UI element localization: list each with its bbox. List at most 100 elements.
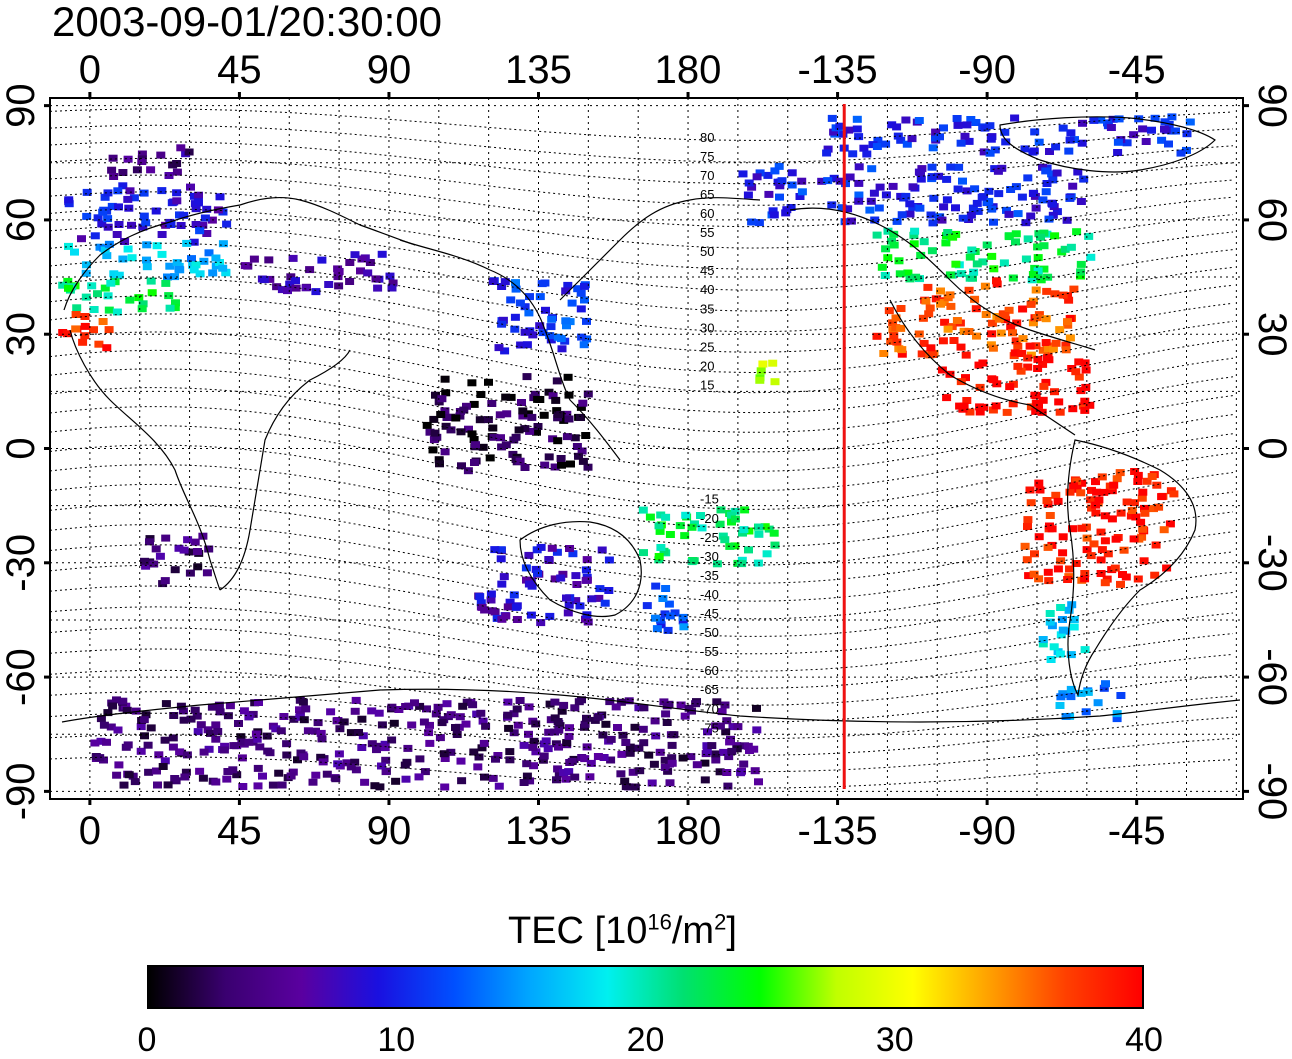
lat-tick-left <box>44 561 50 565</box>
tec-cell <box>987 319 997 327</box>
tec-cell <box>510 325 520 333</box>
tec-cell <box>283 287 292 295</box>
magnetic-contour <box>50 368 1234 453</box>
tec-cell <box>661 710 671 718</box>
tec-cell <box>561 775 571 783</box>
tec-cell <box>316 753 326 761</box>
tec-cell <box>446 426 456 434</box>
tec-cell <box>901 116 911 124</box>
tec-cell <box>1026 499 1036 507</box>
tec-cell <box>1051 491 1061 499</box>
tec-cell <box>199 257 209 265</box>
tec-cell <box>665 612 675 620</box>
tec-cell <box>311 288 321 296</box>
tec-cell <box>109 270 119 278</box>
tec-cell <box>965 253 975 261</box>
tec-cell <box>403 744 413 752</box>
colorbar-tick-label: 20 <box>626 1021 665 1059</box>
tec-cell <box>988 344 998 352</box>
tec-cell <box>545 700 555 708</box>
tec-cell <box>165 262 175 270</box>
tec-cell <box>1034 533 1044 541</box>
tec-cell <box>184 548 194 556</box>
tec-cell <box>463 467 473 475</box>
tec-cell <box>512 616 522 623</box>
tec-cell <box>642 602 652 610</box>
tec-cell <box>1011 238 1020 246</box>
tec-cell <box>1151 541 1161 549</box>
tec-cell <box>984 187 994 195</box>
tec-cell <box>743 742 753 750</box>
tec-cell <box>937 366 947 374</box>
tec-cell <box>1029 190 1039 197</box>
tec-cell <box>346 729 356 737</box>
tec-cell <box>497 443 507 451</box>
tec-cell <box>1053 497 1063 505</box>
tec-cell <box>555 722 565 730</box>
tec-cell <box>211 735 221 743</box>
tec-cell <box>611 703 621 711</box>
tec-cell <box>296 749 306 757</box>
tec-cell <box>941 239 951 247</box>
tec-cell <box>943 229 953 236</box>
tec-cell <box>1032 399 1042 407</box>
tec-cell <box>1031 407 1041 415</box>
tec-cell <box>102 252 112 260</box>
tec-cell <box>96 715 106 723</box>
tec-cell <box>1047 622 1057 630</box>
tec-cell <box>888 182 898 190</box>
tec-cell <box>896 305 906 312</box>
tec-cell <box>1076 689 1086 697</box>
tec-cell <box>357 744 367 751</box>
tec-cell <box>322 770 332 778</box>
tec-cell <box>1021 255 1031 263</box>
tec-cell <box>1076 198 1086 205</box>
tec-cell <box>557 345 567 353</box>
tec-cell <box>1021 219 1031 227</box>
tec-cell <box>1055 408 1065 416</box>
tec-cell <box>1031 204 1041 212</box>
contour-labels: 80 75 70 65 60 55 50 45 40 35 30 25 20 15 -15 -20 -25 -30… <box>700 130 719 735</box>
tec-cell <box>131 707 141 715</box>
tec-cell <box>202 205 212 213</box>
tec-cell <box>679 623 689 631</box>
tec-cell <box>350 758 360 766</box>
tec-cell <box>582 556 592 564</box>
tec-cell <box>797 177 807 185</box>
tec-cell <box>559 416 569 424</box>
tec-cell <box>1074 373 1084 381</box>
tec-cell <box>1068 525 1077 533</box>
tec-cell <box>441 389 451 397</box>
tec-cell <box>1085 401 1095 409</box>
lat-tick-left <box>44 104 50 108</box>
tec-cell <box>509 436 519 444</box>
magnetic-contour <box>50 387 1234 472</box>
tec-cell <box>909 231 919 239</box>
tec-cell <box>754 530 764 538</box>
tec-cell <box>439 750 449 758</box>
tec-cell <box>1004 233 1014 241</box>
tec-cell <box>583 463 593 471</box>
lat-tick-right <box>1243 561 1249 565</box>
tec-cell <box>1038 360 1048 368</box>
tec-cell <box>515 697 525 704</box>
tec-cell <box>1150 114 1160 122</box>
tec-cell <box>215 193 225 201</box>
tec-cell <box>891 314 901 322</box>
tec-cell <box>132 166 142 174</box>
tec-cell <box>522 772 532 780</box>
tec-cell <box>817 177 827 185</box>
tec-cell <box>935 133 944 141</box>
tec-cell <box>787 169 797 177</box>
tec-cell <box>244 713 254 721</box>
tec-cell <box>71 325 81 333</box>
tec-cell <box>488 607 497 615</box>
tec-cell <box>960 132 970 140</box>
tec-cell <box>927 173 937 181</box>
tec-cell <box>198 774 208 782</box>
magnetic-contour <box>50 564 1234 637</box>
tec-cell <box>703 728 712 736</box>
tec-cell <box>889 332 899 340</box>
tec-cell <box>1147 126 1156 134</box>
tec-cell <box>896 324 906 332</box>
